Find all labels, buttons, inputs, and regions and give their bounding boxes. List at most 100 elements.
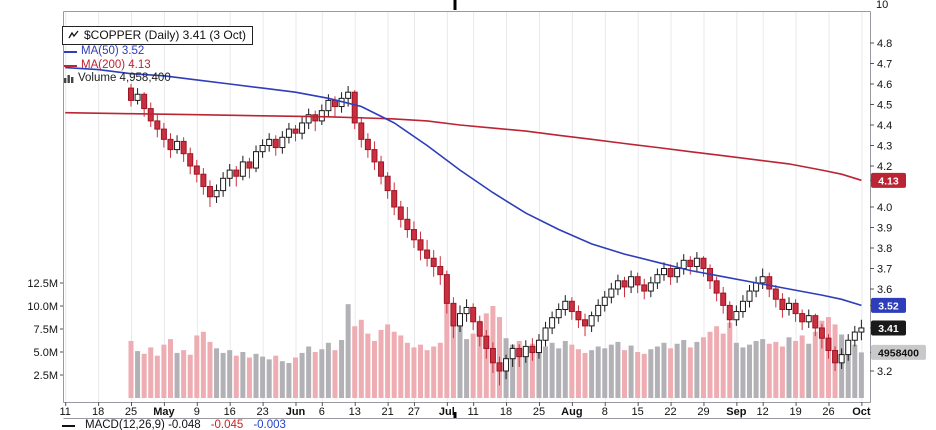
volume-bar bbox=[727, 322, 733, 398]
ma50-label: MA(50) 3.52 bbox=[81, 45, 145, 57]
volume-bar bbox=[450, 309, 456, 398]
volume-bar bbox=[753, 340, 759, 398]
volume-bar bbox=[319, 349, 325, 398]
price-tick-label: 3.2 bbox=[877, 366, 892, 378]
volume-label: Volume 4,958,400 bbox=[78, 72, 171, 84]
candle bbox=[299, 122, 306, 134]
volume-bar bbox=[325, 342, 331, 398]
volume-bar bbox=[266, 359, 272, 398]
candle bbox=[759, 276, 766, 284]
chart-title: $COPPER (Daily) 3.41 (3 Oct) bbox=[84, 28, 247, 42]
macd-signal-value: -0.045 bbox=[210, 419, 244, 430]
axis-badge-text: 3.52 bbox=[878, 300, 899, 312]
volume-bar bbox=[773, 341, 779, 398]
candle bbox=[253, 151, 260, 169]
candle bbox=[246, 161, 253, 169]
volume-bar bbox=[747, 344, 753, 398]
volume-bar bbox=[661, 342, 667, 398]
volume-bar bbox=[556, 348, 562, 398]
candle bbox=[305, 114, 312, 124]
volume-bar bbox=[365, 333, 371, 398]
candle bbox=[693, 257, 700, 267]
volume-tick-label: 12.5M bbox=[27, 278, 58, 290]
candle bbox=[713, 280, 720, 294]
ma50-line-swatch bbox=[64, 50, 77, 53]
candle bbox=[483, 335, 490, 349]
volume-bar bbox=[200, 331, 206, 398]
date-tick-label: 21 bbox=[381, 406, 393, 418]
candle bbox=[628, 276, 635, 288]
candle bbox=[588, 315, 595, 327]
volume-bar bbox=[536, 350, 542, 398]
date-tick-label: 19 bbox=[789, 406, 801, 418]
volume-tick-label: 7.5M bbox=[34, 324, 58, 336]
price-tick-label: 4.6 bbox=[877, 79, 892, 91]
price-tick-label: 4.5 bbox=[877, 100, 892, 112]
volume-bar bbox=[786, 337, 792, 398]
candle bbox=[542, 327, 549, 341]
candle bbox=[805, 315, 812, 323]
macd-histogram-value: -0.003 bbox=[253, 419, 286, 430]
candle bbox=[555, 309, 562, 319]
candle bbox=[674, 268, 681, 278]
candle bbox=[331, 99, 338, 108]
candle bbox=[180, 140, 187, 155]
candle bbox=[660, 268, 667, 276]
date-tick-label: 25 bbox=[533, 406, 545, 418]
volume-bar bbox=[523, 347, 529, 398]
volume-bar bbox=[227, 350, 233, 398]
axis-badge-text: 3.41 bbox=[878, 323, 899, 335]
legend-volume: Volume 4,958,400 bbox=[64, 72, 171, 85]
macd-main-value: MACD(12,26,9) -0.048 bbox=[85, 419, 201, 430]
candle bbox=[174, 140, 181, 151]
candle bbox=[378, 161, 385, 177]
volume-bar bbox=[700, 337, 706, 398]
volume-bar bbox=[575, 349, 581, 398]
candle bbox=[832, 350, 839, 364]
candle bbox=[233, 169, 240, 177]
candle bbox=[325, 99, 332, 112]
volume-bar bbox=[694, 341, 700, 398]
candle bbox=[430, 257, 437, 267]
volume-bar bbox=[141, 353, 147, 398]
candle bbox=[266, 138, 273, 147]
candle bbox=[779, 298, 786, 310]
price-tick-label: 3.9 bbox=[877, 223, 892, 235]
candle bbox=[858, 327, 865, 333]
candle bbox=[687, 259, 694, 267]
candle bbox=[825, 337, 832, 352]
volume-bar bbox=[233, 355, 239, 398]
candle bbox=[167, 138, 174, 151]
axes: 4.8 4.7 4.6 4.5 4.4 4.3 4.2 4.0 3.9 3.8 3.7 3.6 3.2 1… bbox=[27, 11, 892, 419]
date-tick-label: Aug bbox=[561, 406, 582, 418]
candle bbox=[621, 280, 628, 288]
legend-ma50: MA(50) 3.52 bbox=[64, 45, 145, 58]
volume-bar bbox=[312, 352, 318, 398]
volume-bar bbox=[391, 331, 397, 398]
volume-bar bbox=[135, 351, 141, 398]
candle bbox=[200, 173, 207, 187]
volume-bar bbox=[648, 349, 654, 398]
candle bbox=[450, 302, 457, 327]
volume-bar bbox=[589, 350, 595, 398]
price-tick-label: 4.0 bbox=[877, 202, 892, 214]
volume-bar bbox=[510, 344, 516, 398]
candle bbox=[739, 300, 746, 313]
volume-bar bbox=[687, 347, 693, 398]
ma200-label: MA(200) 4.13 bbox=[81, 59, 151, 71]
volume-bar bbox=[720, 333, 726, 398]
candle bbox=[799, 313, 806, 323]
candle bbox=[647, 282, 654, 292]
volume-bar bbox=[858, 352, 864, 398]
candle bbox=[213, 190, 220, 198]
candle bbox=[549, 317, 556, 329]
chart-title-box: $COPPER (Daily) 3.41 (3 Oct) bbox=[62, 26, 254, 45]
volume-bar bbox=[404, 342, 410, 398]
candle bbox=[489, 347, 496, 364]
volume-bar bbox=[779, 346, 785, 398]
volume-bar bbox=[516, 340, 522, 398]
date-tick-label: Jul bbox=[439, 406, 455, 418]
candle bbox=[239, 161, 246, 177]
volume-bar bbox=[398, 335, 404, 398]
